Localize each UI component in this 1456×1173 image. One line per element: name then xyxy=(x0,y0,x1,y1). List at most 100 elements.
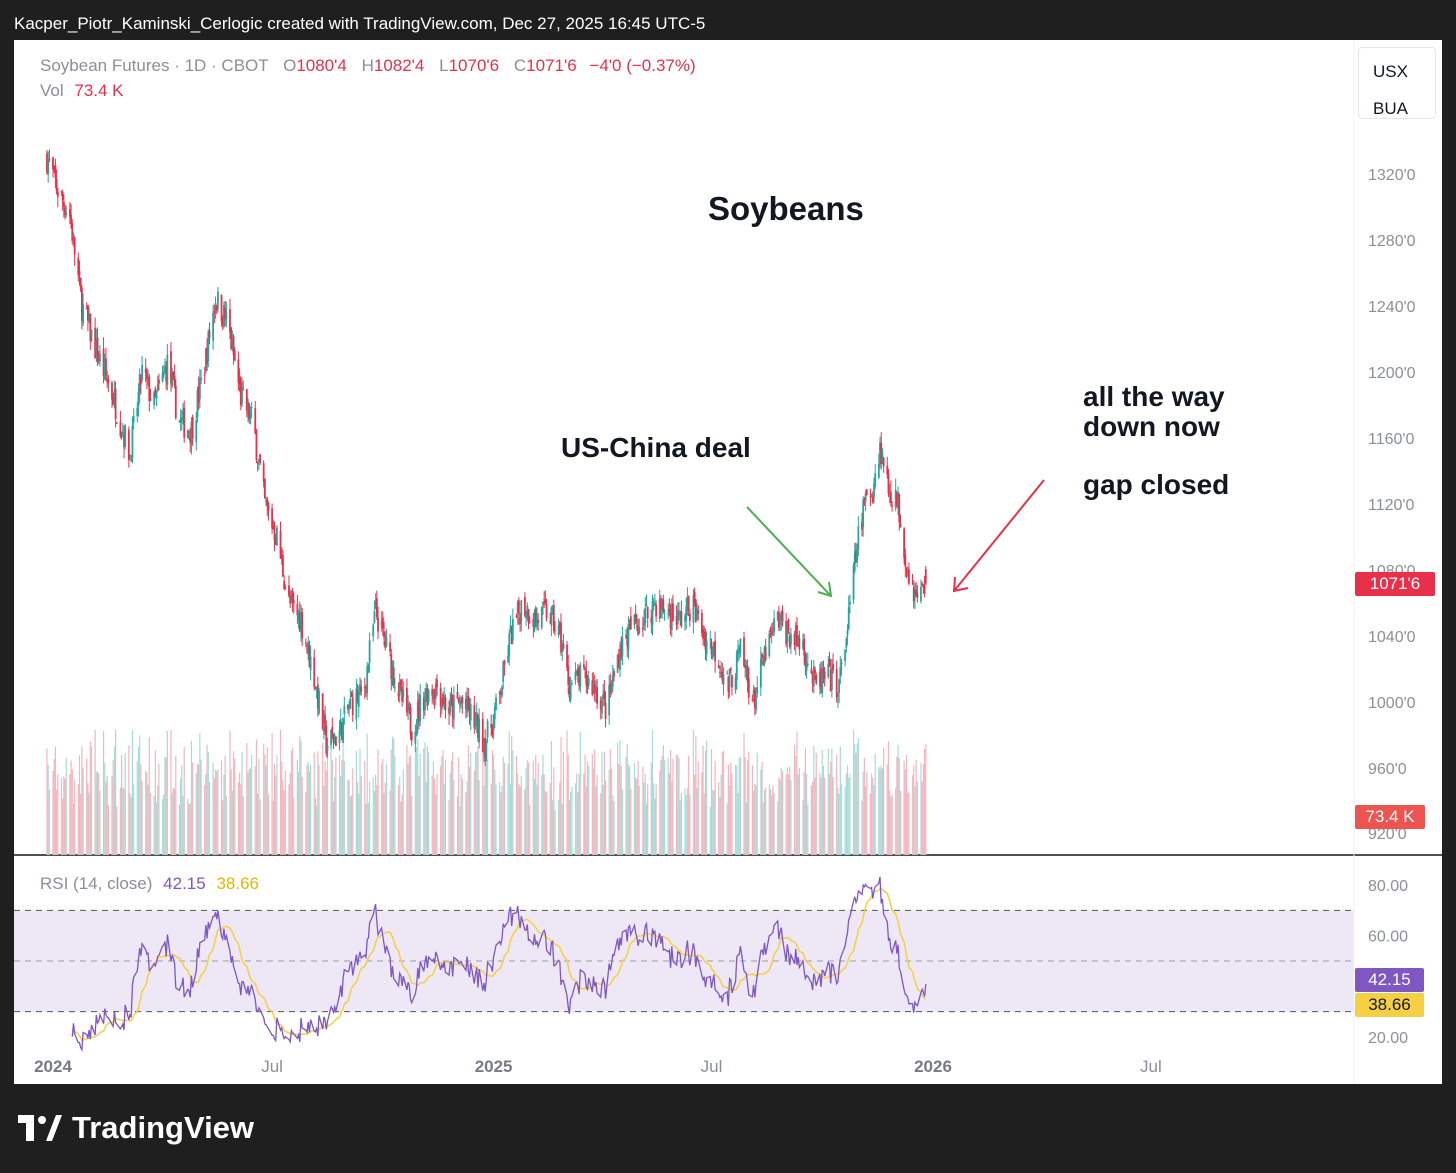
volume-bar xyxy=(637,760,639,855)
candle-body xyxy=(652,605,655,607)
candle-body xyxy=(114,388,117,420)
volume-bar xyxy=(461,778,463,855)
volume-bar xyxy=(815,752,817,855)
candle-body xyxy=(610,686,613,692)
volume-bar xyxy=(744,757,746,855)
volume-bar xyxy=(213,778,215,855)
volume-bar xyxy=(347,779,349,855)
volume-bar xyxy=(116,806,118,855)
candle-body xyxy=(213,311,216,313)
volume-bar xyxy=(332,801,335,855)
volume-bar xyxy=(738,758,740,855)
volume-bar xyxy=(869,793,872,855)
candle-body xyxy=(737,648,739,655)
candle-body xyxy=(47,160,50,175)
candle-body xyxy=(726,672,729,674)
symbol-title[interactable]: Soybean Futures · 1D · CBOT xyxy=(40,56,269,75)
chart-canvas[interactable]: 1320'0 1280'0 1240'0 1200'0 1160'0 1120'0 1080… xyxy=(14,40,1442,1084)
volume-bar xyxy=(701,772,703,855)
volume-bar xyxy=(644,774,646,855)
candle-body xyxy=(221,319,224,325)
candle-body xyxy=(315,686,318,688)
volume-bar xyxy=(610,768,613,855)
candle-body xyxy=(509,625,512,630)
volume-bar xyxy=(848,777,850,855)
candle-body xyxy=(131,425,134,459)
volume-bar xyxy=(460,774,462,855)
candle-body xyxy=(540,607,543,628)
candle-body xyxy=(162,371,165,376)
volume-bar xyxy=(343,760,345,855)
candle-body xyxy=(702,629,704,639)
volume-bar xyxy=(318,765,320,855)
volume-bar xyxy=(181,765,183,855)
volume-bar xyxy=(465,792,467,855)
volume-bar xyxy=(567,754,569,855)
candle-body xyxy=(148,376,151,402)
volume-bar xyxy=(790,779,792,855)
chart-watermark: Kacper_Piotr_Kaminski_Cerlogic created w… xyxy=(14,14,706,33)
volume-bar xyxy=(836,754,838,855)
candle-body xyxy=(908,569,910,584)
candle-body xyxy=(676,610,679,625)
volume-bar xyxy=(671,781,673,855)
candle-body xyxy=(745,669,748,671)
candle-body xyxy=(729,668,732,671)
volume-bar xyxy=(636,779,638,855)
volume-bar xyxy=(643,782,645,855)
volume-bar xyxy=(63,776,65,855)
volume-bar xyxy=(183,746,185,855)
volume-bar xyxy=(466,781,468,855)
compare-symbols-box[interactable]: USX BUA xyxy=(1358,47,1436,119)
volume-bar xyxy=(384,782,386,855)
volume-bar xyxy=(747,760,749,855)
candle-body xyxy=(402,689,405,698)
volume-bar xyxy=(739,756,741,855)
volume-bar xyxy=(57,774,59,855)
candle-body xyxy=(769,628,772,633)
volume-bar xyxy=(753,790,755,855)
rsi-label[interactable]: RSI (14, close) xyxy=(40,874,153,893)
volume-bar xyxy=(855,753,857,855)
volume-bar xyxy=(558,799,560,855)
candle-body xyxy=(178,420,181,423)
price-axis-label: 1240'0 xyxy=(1368,299,1416,316)
volume-bar xyxy=(96,771,99,855)
candle-body xyxy=(491,726,494,735)
candle-body xyxy=(542,602,544,605)
candle-body xyxy=(731,675,733,688)
symbol-bua[interactable]: BUA xyxy=(1373,99,1408,118)
volume-bar xyxy=(840,783,843,855)
candle-body xyxy=(242,387,245,389)
volume-bar xyxy=(266,747,268,855)
volume-bar xyxy=(352,768,354,855)
symbol-usx[interactable]: USX xyxy=(1373,62,1408,81)
candle-body xyxy=(77,257,80,275)
volume-bar xyxy=(417,738,419,855)
candle-body xyxy=(208,331,211,339)
volume-bar xyxy=(527,762,530,855)
candle-body xyxy=(603,690,606,699)
candle-body xyxy=(155,391,158,399)
candle-body xyxy=(113,391,116,401)
candle-body xyxy=(60,191,63,193)
volume-bar xyxy=(81,746,83,855)
candle-body xyxy=(882,457,885,467)
candle-body xyxy=(862,500,865,528)
candle-body xyxy=(189,437,192,443)
candle-body xyxy=(516,601,519,614)
candle-body xyxy=(166,354,169,385)
candle-body xyxy=(567,666,570,685)
chart-panel[interactable]: 1320'0 1280'0 1240'0 1200'0 1160'0 1120'0 1080… xyxy=(14,40,1442,1084)
candle-body xyxy=(406,688,408,713)
volume-bar xyxy=(559,782,561,855)
volume-bar xyxy=(60,777,63,855)
volume-bar xyxy=(372,777,374,855)
tradingview-logo[interactable]: TradingView xyxy=(18,1110,254,1146)
volume-bar xyxy=(443,784,445,855)
volume-bar xyxy=(435,794,437,855)
candle-body xyxy=(773,618,775,633)
candle-body xyxy=(427,690,430,703)
candle-body xyxy=(129,455,131,457)
volume-bar xyxy=(512,750,514,855)
